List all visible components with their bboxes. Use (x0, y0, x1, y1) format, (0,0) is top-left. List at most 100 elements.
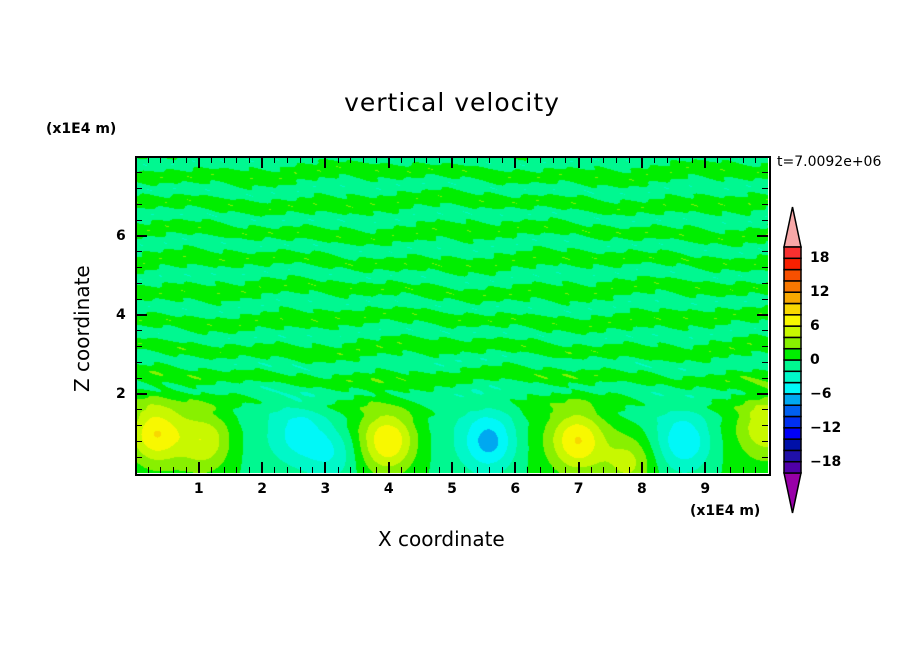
colorbar-box (783, 460, 802, 474)
y-minor-tick-right (762, 188, 768, 190)
x-major-tick-top (640, 157, 643, 168)
x-tick-label: 4 (383, 481, 394, 497)
y-major-tick (136, 314, 147, 316)
y-axis-unit: (x1E4 m) (46, 121, 117, 137)
x-minor-tick (742, 467, 744, 473)
y-minor-tick-right (762, 377, 768, 379)
x-minor-tick-top (603, 157, 605, 163)
x-minor-tick (223, 467, 225, 473)
y-tick-label: 6 (116, 228, 126, 244)
y-major-tick (136, 235, 147, 237)
colorbar-box (783, 404, 802, 418)
x-minor-tick (286, 467, 288, 473)
x-minor-tick (299, 467, 301, 473)
y-minor-tick (136, 267, 142, 269)
colorbar-box (783, 449, 802, 463)
x-major-tick (704, 462, 707, 473)
x-minor-tick-top (552, 157, 554, 163)
colorbar-box (783, 393, 802, 406)
x-minor-tick (590, 467, 592, 473)
x-minor-tick (489, 467, 491, 473)
colorbar-tick-label: 18 (810, 250, 830, 267)
x-minor-tick-top (312, 157, 314, 163)
x-minor-tick (476, 467, 478, 473)
x-major-tick-top (451, 157, 453, 168)
colorbar-box (783, 314, 802, 327)
x-minor-tick-top (223, 157, 225, 163)
x-minor-tick-top (210, 157, 212, 163)
x-minor-tick-top (438, 157, 440, 163)
x-major-tick (324, 462, 327, 473)
x-major-tick (261, 462, 264, 473)
x-tick-label: 1 (193, 481, 204, 497)
x-minor-tick-top (350, 157, 352, 163)
y-minor-tick-right (762, 425, 768, 427)
x-minor-tick (147, 467, 149, 473)
x-minor-tick-top (172, 157, 174, 163)
x-minor-tick (426, 467, 428, 473)
colorbar-box (783, 302, 802, 316)
x-minor-tick-top (692, 157, 694, 163)
x-minor-tick (730, 467, 732, 473)
colorbar-box (783, 291, 802, 305)
x-minor-tick (413, 467, 415, 473)
colorbar-tick-label: 6 (810, 318, 820, 335)
x-major-tick-top (197, 157, 200, 168)
x-minor-tick-top (502, 157, 504, 163)
x-tick-label: 2 (257, 481, 267, 497)
x-minor-tick (375, 467, 377, 473)
x-minor-tick (172, 467, 174, 473)
x-major-tick (451, 462, 453, 473)
y-minor-tick (136, 440, 142, 442)
y-tick-label: 2 (116, 386, 126, 402)
x-minor-tick (755, 467, 757, 473)
x-axis-label: X coordinate (378, 527, 505, 551)
x-minor-tick (400, 467, 402, 473)
y-minor-tick (136, 188, 142, 190)
x-minor-tick-top (426, 157, 428, 163)
y-minor-tick-right (762, 282, 768, 284)
y-major-tick-right (757, 235, 768, 237)
x-minor-tick (362, 467, 364, 473)
x-major-tick (387, 462, 390, 473)
x-minor-tick (666, 467, 668, 473)
x-tick-label: 7 (573, 481, 584, 497)
y-minor-tick-right (762, 361, 768, 363)
x-minor-tick-top (730, 157, 732, 163)
x-minor-tick (502, 467, 504, 473)
x-minor-tick (337, 467, 339, 473)
x-minor-tick-top (160, 157, 162, 163)
x-tick-label: 6 (510, 481, 521, 497)
x-minor-tick-top (248, 157, 250, 163)
x-tick-label: 9 (700, 481, 711, 497)
colorbar-box (783, 381, 802, 395)
x-minor-tick (438, 467, 440, 473)
x-minor-tick (540, 467, 542, 473)
x-minor-tick-top (476, 157, 478, 163)
x-major-tick-top (261, 157, 264, 168)
y-minor-tick-right (762, 203, 768, 205)
colorbar-box (783, 359, 802, 373)
y-major-tick-right (757, 314, 768, 316)
x-minor-tick-top (590, 157, 592, 163)
x-minor-tick (160, 467, 162, 473)
colorbar-box (783, 370, 802, 384)
x-minor-tick-top (400, 157, 402, 163)
y-minor-tick-right (762, 251, 768, 253)
x-major-tick (640, 462, 643, 473)
x-minor-tick (350, 467, 352, 473)
x-minor-tick (628, 467, 630, 473)
time-annotation: t=7.0092e+06 (777, 154, 882, 170)
y-tick-label: 4 (116, 307, 126, 323)
y-minor-tick (136, 172, 142, 174)
x-minor-tick-top (236, 157, 238, 163)
x-minor-tick (692, 467, 694, 473)
x-minor-tick (236, 467, 238, 473)
y-minor-tick (136, 330, 142, 332)
x-minor-tick (616, 467, 618, 473)
y-minor-tick (136, 425, 142, 427)
x-minor-tick-top (540, 157, 542, 163)
colorbar-box (783, 438, 802, 452)
x-minor-tick (312, 467, 314, 473)
